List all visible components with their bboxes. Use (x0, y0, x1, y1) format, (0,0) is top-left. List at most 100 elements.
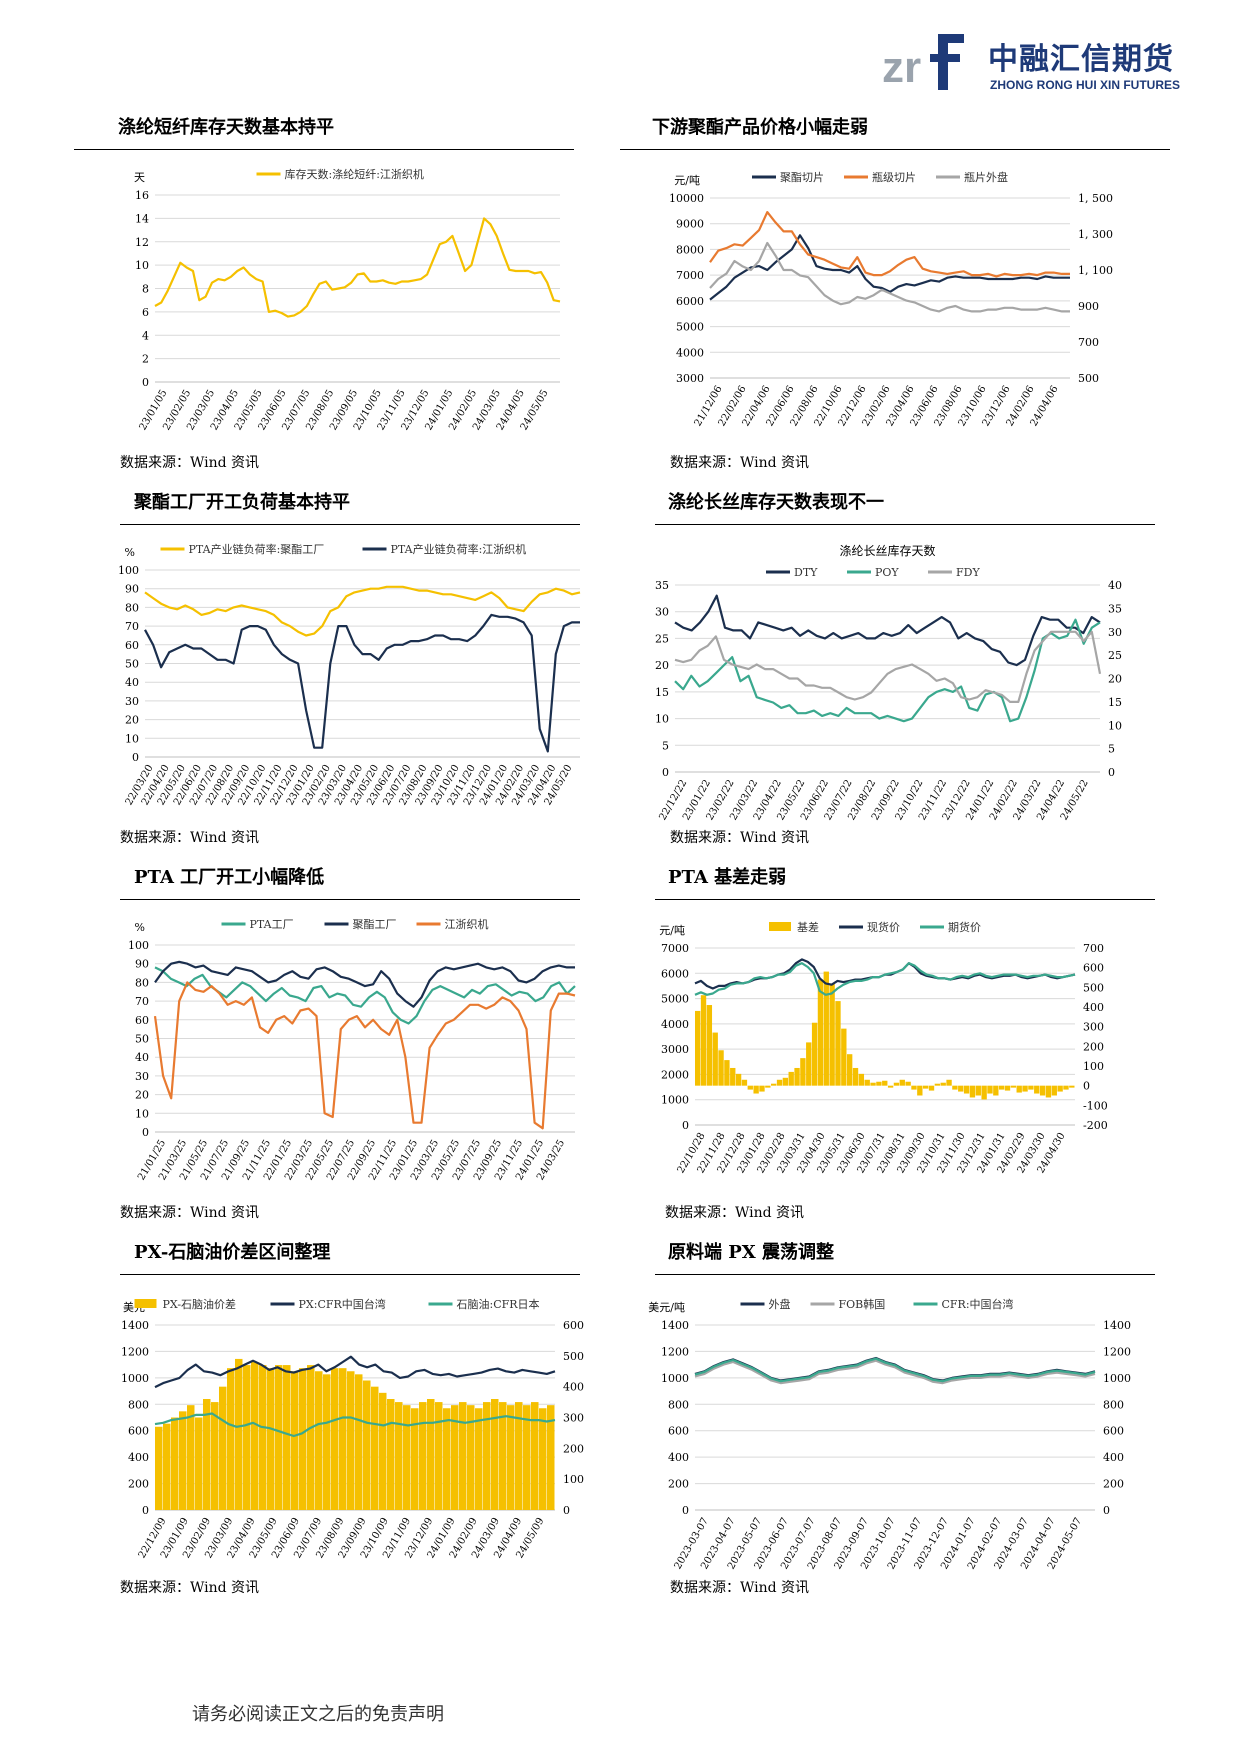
bar (724, 1060, 730, 1086)
title-divider (655, 899, 1155, 900)
y-tick-label: 60 (125, 639, 139, 652)
series-line (709, 210, 1070, 278)
bar (1004, 1085, 1011, 1091)
bar (467, 1405, 475, 1510)
y-right-tick-label: 15 (1108, 696, 1122, 709)
title-divider (74, 149, 574, 150)
legend-swatch (769, 922, 791, 931)
zrf-logo-icon: zr (882, 34, 964, 92)
y-tick-label: 10 (135, 1107, 149, 1120)
source-note: 数据来源：Wind 资讯 (670, 830, 810, 846)
y-right-tick-label: 100 (563, 1473, 584, 1486)
bar (718, 1050, 724, 1086)
bar (443, 1408, 451, 1510)
legend: PTA产业链负荷率:聚酯工厂 PTA产业链负荷率:江浙织机 (160, 542, 526, 556)
bar (759, 1085, 765, 1092)
y-right-tick-label: 5 (1108, 743, 1115, 756)
panel-title: PTA 基差走弱 (668, 867, 787, 888)
source-note: 数据来源：Wind 资讯 (120, 1580, 260, 1596)
y-tick-label: 3000 (661, 1043, 689, 1056)
chart-svg: 0 200 400 600 800 1000 1200 1400 0 200 400 600 800 10… (648, 1297, 1131, 1571)
y-right-tick-label: 800 (1103, 1398, 1124, 1411)
y-tick-label: 5 (662, 739, 669, 752)
bar (219, 1386, 227, 1510)
bar (999, 1085, 1005, 1090)
y-unit-label: 美元/吨 (648, 1301, 685, 1314)
y-right-tick-label: 30 (1108, 626, 1122, 639)
bar (905, 1081, 911, 1086)
y-unit-label: 元/吨 (659, 924, 685, 937)
source-note: 数据来源：Wind 资讯 (120, 1205, 260, 1221)
y-tick-label: 2000 (661, 1068, 689, 1081)
bar (499, 1402, 507, 1510)
bar (323, 1374, 331, 1510)
y-tick-label: 3000 (676, 372, 704, 385)
legend-label: CFR:中国台湾 (942, 1297, 1014, 1311)
y-right-tick-label: 300 (1083, 1021, 1104, 1034)
y-tick-label: 25 (655, 632, 669, 645)
y-tick-label: 1200 (661, 1345, 689, 1358)
bar (817, 979, 824, 1086)
legend: 库存天数:涤纶短纤:江浙织机 (256, 167, 424, 181)
y-right-tick-label: 300 (563, 1412, 584, 1425)
bar (459, 1402, 467, 1510)
y-right-tick-label: -200 (1083, 1119, 1108, 1132)
bar (923, 1085, 929, 1089)
y-tick-label: 8000 (676, 243, 704, 256)
source-note: 数据来源：Wind 资讯 (670, 455, 810, 471)
legend: 聚酯切片 瓶级切片 瓶片外盘 (752, 170, 1008, 184)
chart-title: 涤纶长丝库存天数 (839, 543, 935, 558)
title-divider (655, 1274, 1155, 1275)
bar (987, 1085, 993, 1094)
y-tick-label: 1400 (121, 1319, 149, 1332)
y-right-tick-label: 200 (1083, 1040, 1104, 1053)
chart-6: 0 1000 2000 3000 4000 5000 6000 7000 -200 -100 0 10… (650, 910, 1130, 1210)
bar (940, 1082, 946, 1086)
y-tick-label: 1000 (661, 1094, 689, 1107)
bar (911, 1085, 917, 1090)
bar (695, 1010, 701, 1086)
bar (958, 1085, 964, 1092)
y-tick-label: 80 (125, 601, 139, 614)
y-tick-label: 10000 (669, 192, 704, 205)
bar (347, 1371, 355, 1510)
chart-4: 0 5 10 15 20 25 30 35 0 5 10 15 20 25 30 35 40 22/12/22 23… (650, 535, 1130, 835)
legend-label: 外盘 (769, 1297, 791, 1311)
y-right-tick-label: 1000 (1103, 1372, 1131, 1385)
bar (1051, 1085, 1057, 1096)
legend: 基差 现货价 期货价 (769, 920, 981, 934)
chart-svg: 0 200 400 600 800 1000 1200 1400 0 100 200 300 400 50… (121, 1297, 584, 1560)
y-tick-label: 1200 (121, 1345, 149, 1358)
bar (163, 1423, 171, 1510)
series-line (154, 1412, 556, 1438)
series-line (153, 981, 576, 1130)
svg-text:zr: zr (882, 43, 921, 92)
bar (1063, 1085, 1069, 1090)
title-divider (120, 524, 580, 525)
bar (700, 995, 707, 1086)
panel-title: 涤纶长丝库存天数表现不一 (668, 492, 884, 513)
series-line (694, 1357, 1096, 1383)
bar (251, 1362, 259, 1510)
legend-label: 现货价 (867, 920, 900, 934)
y-tick-label: 6000 (676, 295, 704, 308)
y-tick-label: 10 (135, 259, 149, 272)
y-right-tick-label: 0 (1103, 1504, 1110, 1517)
y-right-tick-label: 0 (563, 1504, 570, 1517)
bar (981, 1085, 987, 1100)
bar (706, 1005, 713, 1086)
bar (435, 1402, 443, 1510)
y-tick-label: 40 (135, 1051, 149, 1064)
y-tick-label: 600 (128, 1425, 149, 1438)
y-tick-label: 6000 (661, 967, 689, 980)
y-tick-label: 70 (125, 620, 139, 633)
legend-label: 库存天数:涤纶短纤:江浙织机 (285, 167, 424, 181)
bar (1010, 1085, 1017, 1088)
y-tick-label: 90 (135, 958, 149, 971)
chart-svg: 0246810121416天23/01/0523/02/0523/03/0523… (134, 167, 561, 432)
y-tick-label: 0 (132, 751, 139, 764)
y-tick-label: 1000 (121, 1372, 149, 1385)
chart-3: 0 10 20 30 40 50 60 70 80 90 100% 22/03/20 22/04/20 2… (110, 535, 581, 835)
source-note: 数据来源：Wind 资讯 (120, 830, 260, 846)
bar (735, 1073, 742, 1086)
